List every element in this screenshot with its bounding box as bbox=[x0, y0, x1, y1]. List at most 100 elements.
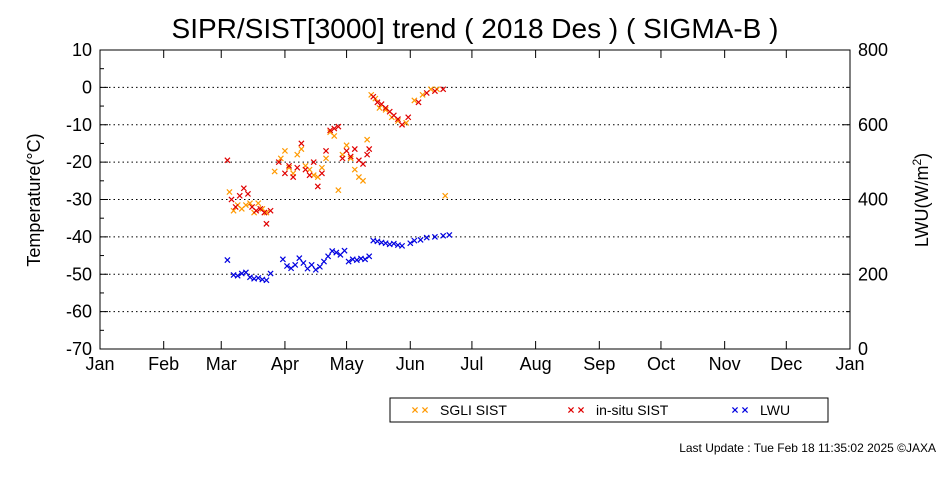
point-in-situ-sist bbox=[394, 116, 401, 123]
point-in-situ-sist bbox=[298, 140, 305, 147]
point-in-situ-sist bbox=[374, 99, 381, 106]
point-in-situ-sist bbox=[275, 159, 282, 166]
point-lwu bbox=[325, 253, 332, 260]
point-sgli-sist bbox=[419, 91, 426, 98]
point-sgli-sist bbox=[343, 142, 350, 149]
point-in-situ-sist bbox=[370, 93, 377, 100]
legend-item-in-situ-sist: in-situ SIST bbox=[567, 402, 669, 418]
point-lwu bbox=[341, 247, 348, 254]
point-in-situ-sist bbox=[290, 174, 297, 181]
point-lwu bbox=[308, 261, 315, 268]
point-in-situ-sist bbox=[399, 121, 406, 128]
point-in-situ-sist bbox=[335, 123, 342, 130]
x-tick-label: Jan bbox=[835, 354, 864, 374]
axes: 100-10-20-30-40-50-60-708006004002000Jan… bbox=[66, 40, 888, 374]
point-in-situ-sist bbox=[253, 207, 260, 214]
legend-marker bbox=[421, 406, 429, 414]
point-in-situ-sist bbox=[431, 88, 438, 95]
point-in-situ-sist bbox=[423, 89, 430, 97]
point-lwu bbox=[362, 256, 369, 263]
point-in-situ-sist bbox=[244, 190, 251, 197]
point-lwu bbox=[296, 255, 303, 262]
point-in-situ-sist bbox=[351, 146, 358, 153]
y2-axis-label-end: ) bbox=[912, 153, 932, 159]
y-tick-label: 10 bbox=[72, 40, 92, 60]
point-in-situ-sist bbox=[318, 170, 325, 177]
point-sgli-sist bbox=[246, 200, 254, 207]
y-tick-label: -50 bbox=[66, 264, 92, 284]
legend-box bbox=[389, 397, 829, 423]
legend-item-sgli-sist: SGLI SIST bbox=[411, 402, 507, 418]
point-sgli-sist bbox=[281, 147, 288, 154]
point-sgli-sist bbox=[323, 155, 330, 162]
point-lwu bbox=[238, 270, 245, 277]
y2-tick-label: 800 bbox=[858, 40, 888, 60]
point-lwu bbox=[353, 257, 360, 264]
point-lwu bbox=[345, 258, 352, 265]
point-lwu bbox=[446, 231, 453, 239]
point-in-situ-sist bbox=[359, 160, 367, 168]
point-in-situ-sist bbox=[306, 172, 313, 179]
x-tick-label: Feb bbox=[148, 354, 179, 374]
gridlines bbox=[100, 86, 850, 313]
point-sgli-sist bbox=[411, 97, 418, 104]
y-tick-label: -30 bbox=[66, 190, 92, 210]
point-lwu bbox=[246, 274, 254, 281]
point-lwu bbox=[224, 257, 231, 264]
x-tick-label: Jun bbox=[396, 354, 425, 374]
point-sgli-sist bbox=[347, 155, 354, 162]
point-in-situ-sist bbox=[323, 147, 330, 154]
point-in-situ-sist bbox=[364, 151, 371, 158]
point-sgli-sist bbox=[359, 177, 367, 184]
point-sgli-sist bbox=[298, 146, 305, 153]
point-in-situ-sist bbox=[310, 159, 317, 166]
point-sgli-sist bbox=[318, 164, 325, 171]
point-lwu bbox=[316, 263, 323, 270]
point-lwu bbox=[333, 249, 340, 256]
point-sgli-sist bbox=[255, 200, 262, 207]
point-in-situ-sist bbox=[281, 170, 288, 177]
point-lwu bbox=[329, 248, 336, 255]
point-lwu bbox=[411, 237, 418, 244]
point-lwu bbox=[407, 240, 414, 247]
point-lwu bbox=[267, 270, 274, 277]
point-in-situ-sist bbox=[327, 127, 334, 134]
point-in-situ-sist bbox=[263, 220, 270, 227]
point-sgli-sist bbox=[335, 187, 342, 194]
legend-label: SGLI SIST bbox=[440, 402, 507, 418]
point-lwu bbox=[292, 261, 299, 268]
point-in-situ-sist bbox=[267, 207, 274, 214]
y2-tick-label: 600 bbox=[858, 115, 888, 135]
point-in-situ-sist bbox=[440, 86, 447, 93]
point-lwu bbox=[431, 233, 438, 240]
point-sgli-sist bbox=[277, 155, 284, 162]
point-in-situ-sist bbox=[286, 162, 293, 169]
y-tick-label: -10 bbox=[66, 115, 92, 135]
point-in-situ-sist bbox=[339, 155, 346, 162]
x-tick-label: Aug bbox=[520, 354, 552, 374]
x-tick-label: Mar bbox=[206, 354, 237, 374]
point-in-situ-sist bbox=[347, 153, 354, 160]
point-lwu bbox=[320, 258, 327, 265]
point-lwu bbox=[374, 238, 381, 245]
y-tick-label: -20 bbox=[66, 152, 92, 172]
point-lwu bbox=[440, 232, 447, 239]
point-sgli-sist bbox=[376, 104, 383, 111]
y2-axis-label: LWU(W/m2) bbox=[910, 153, 932, 247]
point-in-situ-sist bbox=[343, 147, 350, 154]
x-tick-label: May bbox=[330, 354, 364, 374]
legend-label: in-situ SIST bbox=[596, 402, 669, 418]
point-lwu bbox=[300, 260, 307, 267]
legend-items: SGLI SIST in-situ SIST LWU bbox=[411, 402, 790, 418]
point-lwu bbox=[279, 256, 286, 263]
point-sgli-sist bbox=[230, 207, 237, 214]
point-sgli-sist bbox=[226, 189, 233, 196]
point-in-situ-sist bbox=[314, 183, 321, 190]
legend-marker bbox=[741, 406, 749, 414]
legend-marker bbox=[577, 406, 585, 414]
point-lwu bbox=[390, 240, 397, 247]
y-tick-label: 0 bbox=[82, 77, 92, 97]
point-lwu bbox=[283, 263, 291, 270]
point-lwu bbox=[242, 269, 249, 276]
legend-label: LWU bbox=[760, 402, 790, 418]
